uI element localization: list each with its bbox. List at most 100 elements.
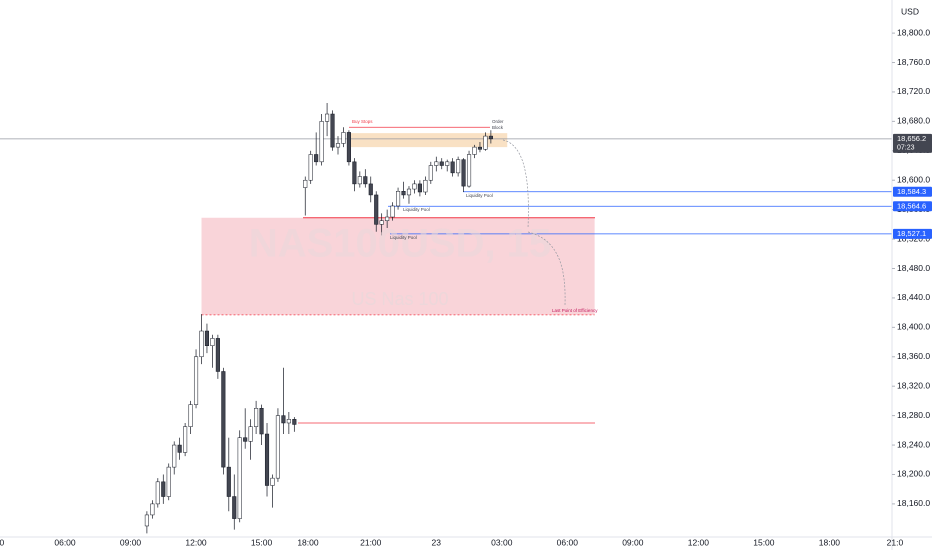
watermark: NAS100USD, 15	[249, 222, 551, 266]
candle-body	[199, 330, 204, 358]
candle-body	[292, 419, 297, 425]
candle-body	[188, 404, 193, 427]
candle-body	[210, 338, 215, 346]
candle-body	[248, 426, 253, 442]
x-tick-label: 18:00	[297, 537, 319, 547]
candle-body	[232, 496, 237, 519]
candle-body	[270, 477, 275, 486]
y-tick-label: 18,200.0	[897, 469, 930, 479]
y-tick-label: 18,600.0	[897, 174, 930, 184]
x-tick-label: 15:00	[251, 537, 273, 547]
annotation: Block	[492, 125, 504, 130]
candle-body	[488, 135, 493, 140]
price-label-box	[893, 228, 932, 239]
candle-body	[379, 220, 384, 225]
y-tick-label: 18,680.0	[897, 116, 930, 126]
candle-body	[155, 481, 160, 505]
price-label: 18,564.6	[897, 201, 926, 210]
candle-body	[368, 183, 373, 196]
candle-body	[461, 159, 466, 187]
candle-body	[396, 191, 401, 207]
candle-body	[466, 154, 472, 187]
price-label: 18,656.2	[897, 134, 926, 143]
annotation: Last Point of Efficiency	[552, 308, 598, 313]
candle-body	[226, 466, 231, 497]
candle-body	[314, 154, 319, 163]
candle-body	[390, 205, 395, 218]
y-tick-label: 18,360.0	[897, 351, 930, 361]
y-tick-label: 18,320.0	[897, 380, 930, 390]
candle-body	[385, 216, 390, 221]
annotation: Liquidity Pool	[466, 193, 493, 198]
y-tick-label: 18,760.0	[897, 57, 930, 67]
price-label: 18,584.3	[897, 187, 926, 196]
candle-body	[172, 444, 177, 468]
candle-body	[352, 161, 357, 185]
x-tick-label: 03:00	[491, 537, 513, 547]
y-tick-label: 18,160.0	[897, 498, 930, 508]
y-tick-label: 18,240.0	[897, 439, 930, 449]
x-tick-label: 09:00	[120, 537, 142, 547]
x-tick-label: 09:00	[622, 537, 644, 547]
candle-body	[472, 146, 477, 155]
candle-body	[161, 481, 166, 497]
annotation: Order	[492, 119, 504, 124]
candle-body	[215, 338, 220, 372]
y-tick-label: 18,400.0	[897, 322, 930, 332]
price-label-box	[893, 201, 932, 212]
x-tick-label: 21:0	[887, 537, 904, 547]
candle-body	[483, 135, 488, 150]
candle-body	[243, 437, 248, 442]
candle-body	[259, 408, 264, 435]
y-tick-label: 18,720.0	[897, 86, 930, 96]
zone	[348, 133, 508, 148]
candle-body	[204, 330, 210, 346]
candle-body	[374, 194, 379, 225]
arrow	[527, 231, 566, 306]
candle-body	[346, 132, 351, 163]
candle-body	[445, 161, 450, 166]
plot-area	[0, 102, 892, 534]
y-tick-label: 18,280.0	[897, 410, 930, 420]
candle-body	[150, 503, 155, 516]
annotation: Liquidity Pool	[403, 207, 430, 212]
x-tick-label: 18:00	[819, 537, 841, 547]
x-tick-label: 06:00	[54, 537, 76, 547]
candle-body	[477, 146, 483, 150]
price-label-box	[893, 133, 932, 153]
candle-body	[319, 121, 324, 163]
candle-body	[275, 415, 280, 479]
candle-body	[401, 191, 406, 196]
x-tick-label: 06:00	[557, 537, 579, 547]
candle-body	[237, 437, 242, 519]
candle-body	[325, 113, 330, 122]
candle-body	[166, 466, 171, 497]
candle-body	[412, 183, 417, 190]
candle-body	[456, 159, 461, 174]
currency: USD	[901, 6, 919, 16]
x-tick-label: 15:00	[753, 537, 775, 547]
candle-body	[439, 161, 444, 166]
x-tick-label: 12:00	[185, 537, 207, 547]
candle-body	[428, 165, 433, 181]
candle-body	[434, 161, 439, 166]
y-tick-label: 18,440.0	[897, 292, 930, 302]
annotation: Buy Stops	[352, 119, 373, 124]
candle-body	[144, 514, 149, 527]
x-tick-label: 12:00	[688, 537, 710, 547]
y-tick-label: 18,800.0	[897, 27, 930, 37]
y-tick-label: 18,480.0	[897, 263, 930, 273]
candle-body	[193, 356, 199, 405]
price-label: 18,527.1	[897, 229, 926, 238]
candle-body	[254, 408, 259, 427]
candle-body	[341, 132, 346, 144]
x-tick-label: 23	[432, 537, 442, 547]
candle-body	[303, 179, 308, 188]
watermark-sub: US Nas 100	[351, 289, 448, 309]
candle-body	[335, 143, 341, 148]
candle-body	[423, 179, 428, 193]
x-tick-label: 21:00	[360, 537, 382, 547]
candle-body	[281, 415, 286, 424]
candle-body	[363, 176, 368, 185]
